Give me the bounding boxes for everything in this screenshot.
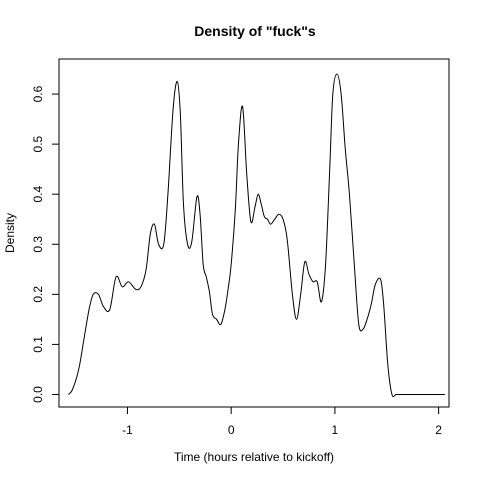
density-points (68, 74, 445, 394)
plot-frame (58, 58, 450, 408)
y-tick-label: 0.4 (31, 186, 45, 203)
x-tick-label: 2 (435, 423, 442, 437)
y-tick-label: 0.6 (31, 85, 45, 102)
y-axis: 0.0 0.1 0.2 0.3 0.4 0.5 0.6 (31, 85, 60, 403)
y-tick-label: 0.1 (31, 336, 45, 353)
x-tick-label: 0 (228, 423, 235, 437)
x-tick-label: -1 (122, 423, 133, 437)
y-axis-label: Density (3, 213, 17, 253)
y-tick-label: 0.2 (31, 286, 45, 303)
x-axis: -1 0 1 2 (122, 406, 442, 437)
chart-title: Density of "fuck"s (194, 23, 316, 39)
x-tick-label: 1 (332, 423, 339, 437)
y-tick-label: 0.3 (31, 236, 45, 253)
density-curve (67, 73, 445, 398)
y-tick-label: 0.5 (31, 135, 45, 152)
x-axis-label: Time (hours relative to kickoff) (174, 450, 334, 464)
y-tick-label: 0.0 (31, 386, 45, 403)
